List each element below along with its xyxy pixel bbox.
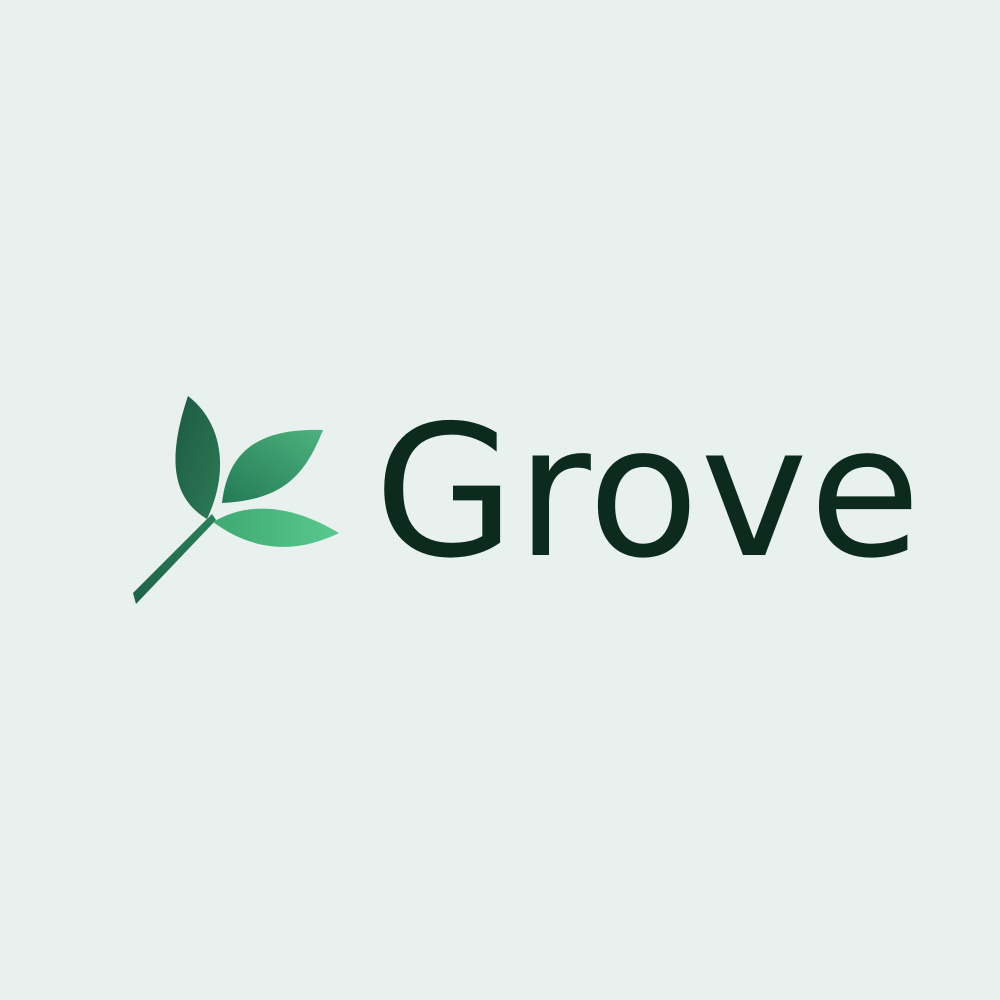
leaf-sprig-icon <box>133 396 339 604</box>
leaf-bottom <box>213 508 339 547</box>
leaf-middle <box>222 429 323 503</box>
brand-wordmark: Grove <box>374 386 922 598</box>
stem <box>133 514 216 604</box>
leaf-top <box>175 396 221 519</box>
